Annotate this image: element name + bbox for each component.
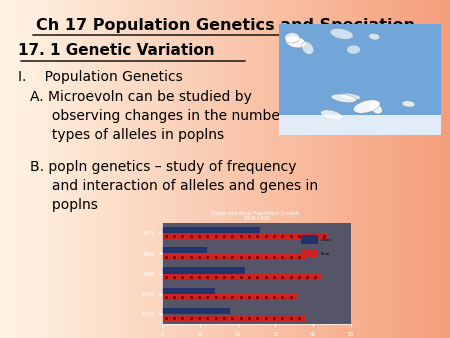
Ellipse shape [302, 42, 314, 54]
Ellipse shape [369, 33, 380, 40]
Bar [162, 227, 260, 233]
Title: Urban and Rural Population Growth,
1876-1900: Urban and Rural Population Growth, 1876-… [212, 211, 301, 221]
Bar [162, 315, 306, 321]
Ellipse shape [354, 100, 380, 113]
Text: Ch 17 Population Genetics and Speciation: Ch 17 Population Genetics and Speciation [36, 18, 414, 33]
Bar [162, 294, 298, 300]
Ellipse shape [330, 28, 353, 39]
Bar [162, 247, 207, 253]
Ellipse shape [369, 102, 382, 114]
Bar [162, 234, 328, 240]
Text: B. popln genetics – study of frequency
     and interaction of alleles and genes: B. popln genetics – study of frequency a… [30, 160, 318, 212]
Ellipse shape [347, 45, 360, 54]
Ellipse shape [285, 33, 300, 43]
Ellipse shape [331, 94, 356, 102]
Bar [162, 267, 245, 273]
Text: A. Microevoln can be studied by
     observing changes in the numbers and
     t: A. Microevoln can be studied by observin… [30, 90, 324, 142]
Ellipse shape [285, 36, 306, 48]
Ellipse shape [321, 110, 342, 120]
Bar [162, 288, 215, 294]
Ellipse shape [402, 101, 415, 107]
Bar [162, 254, 306, 260]
Ellipse shape [339, 93, 360, 100]
Text: I.  Population Genetics: I. Population Genetics [18, 70, 183, 84]
Bar [162, 308, 230, 314]
Bar [162, 274, 321, 280]
Bar [279, 115, 441, 135]
Text: 17. 1 Genetic Variation: 17. 1 Genetic Variation [18, 43, 215, 58]
